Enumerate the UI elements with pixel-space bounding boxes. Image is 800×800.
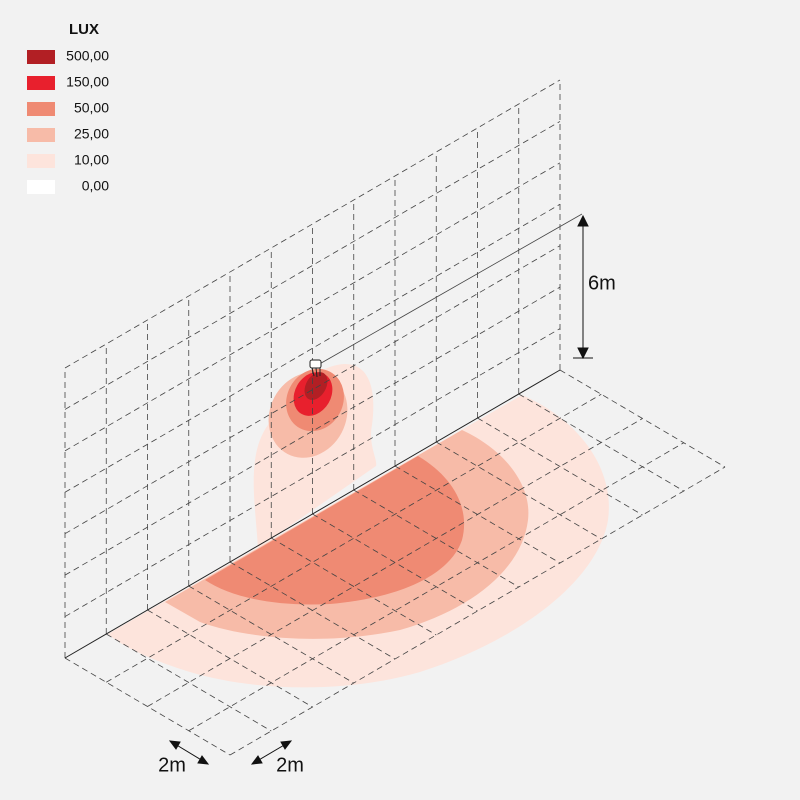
legend-label: 500,00 (66, 48, 109, 64)
grid-line (64, 328, 561, 617)
grid-line (106, 393, 602, 683)
legend-swatch (27, 180, 55, 194)
grid-line (64, 245, 561, 535)
grid-line (312, 513, 478, 612)
width-label: 2m (158, 754, 186, 776)
legend-swatch (27, 50, 55, 64)
grid-line (477, 417, 643, 516)
legend-swatch (27, 128, 55, 142)
legend-swatch (27, 154, 55, 168)
grid-line (188, 442, 684, 732)
grid-line (64, 203, 561, 493)
grid-line (271, 537, 437, 636)
wall-isoline-500 (304, 372, 328, 400)
isoline-50 (205, 456, 465, 605)
height-dimension (573, 214, 593, 360)
depth-label: 2m (276, 754, 304, 776)
grid-line (147, 418, 643, 707)
grid-line (229, 466, 726, 756)
height-label: 6m (588, 272, 616, 294)
legend: 500,00 150,00 50,00 25,00 10,00 0,00 (27, 48, 109, 194)
grid-line (64, 121, 561, 410)
grid-line (64, 286, 561, 576)
legend-swatch (27, 76, 55, 90)
grid-line (64, 79, 561, 369)
legend-label: 150,00 (66, 74, 109, 90)
grid-line (106, 633, 272, 732)
legend-label: 10,00 (74, 152, 109, 168)
bottom-dimensions (168, 740, 293, 765)
legend-swatch (27, 102, 55, 116)
legend-label: 0,00 (82, 178, 109, 194)
lamp (309, 359, 322, 378)
grid-line (436, 441, 602, 540)
wall-base-line (64, 369, 561, 659)
legend-label: 25,00 (74, 126, 109, 142)
legend-title: LUX (69, 21, 99, 38)
height-reference-line (315, 213, 583, 367)
grid-line (64, 162, 561, 452)
legend-label: 50,00 (74, 100, 109, 116)
